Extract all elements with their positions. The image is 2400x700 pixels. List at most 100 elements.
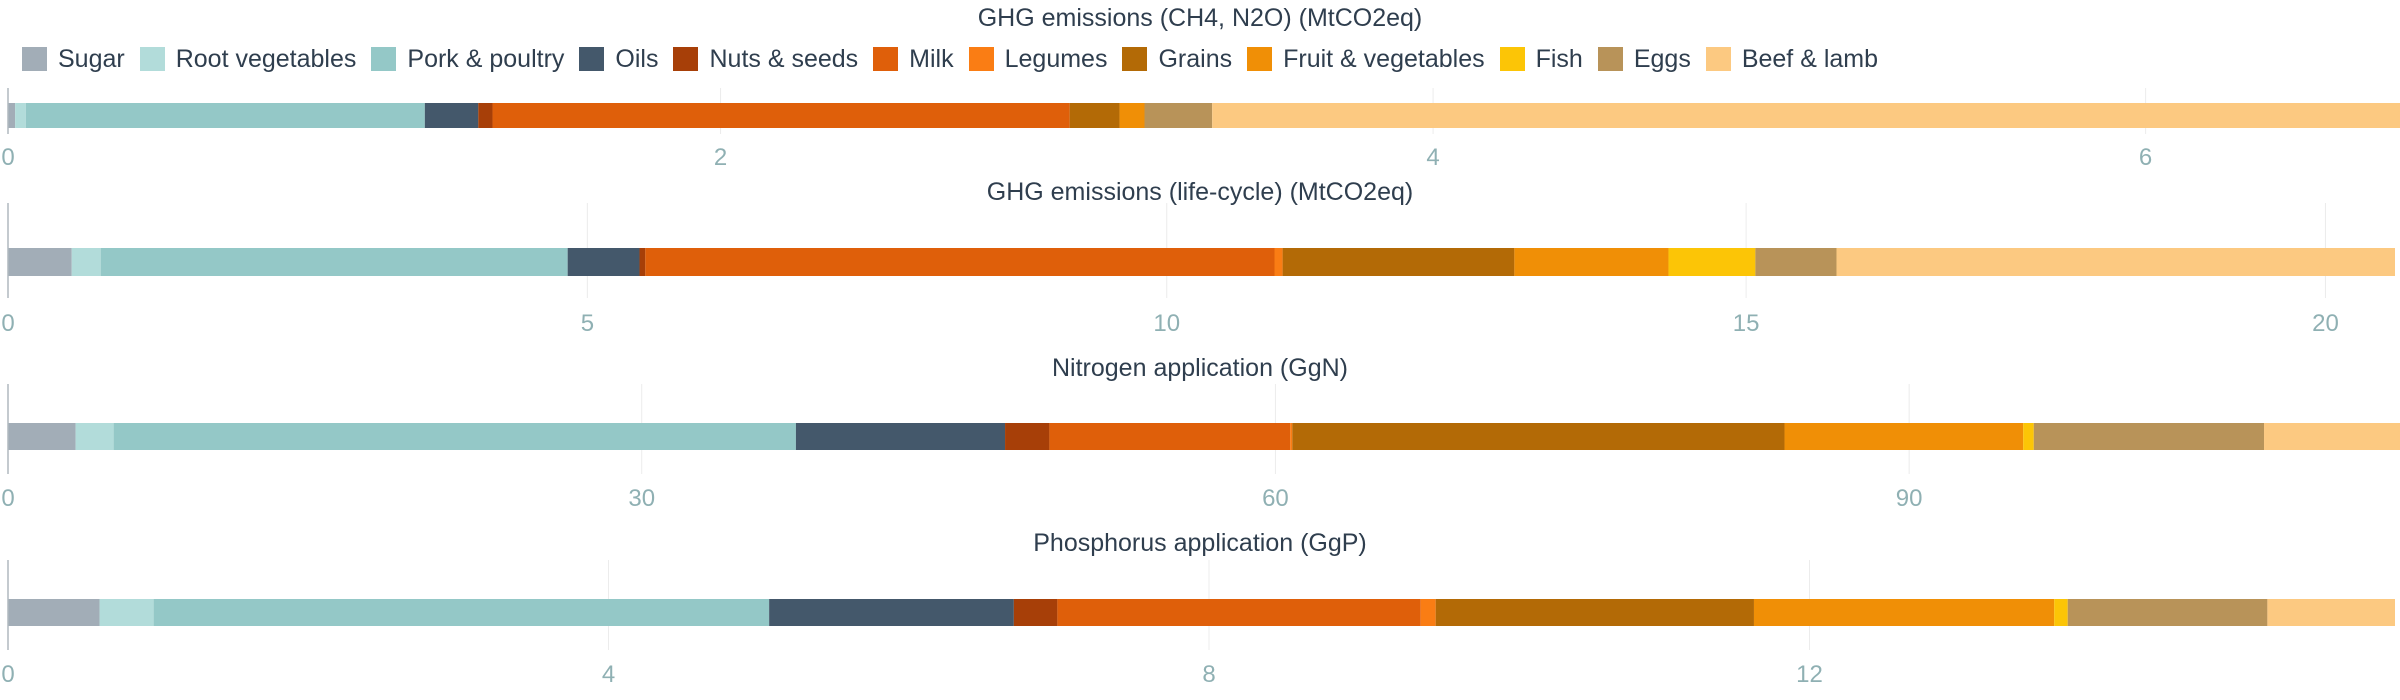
x-tick-label: 10	[1153, 310, 1180, 337]
legend-swatch	[1247, 47, 1273, 71]
bar-segment-legumes[interactable]	[1420, 599, 1436, 626]
legend-item[interactable]: Sugar	[22, 45, 125, 74]
legend-item[interactable]: Fish	[1499, 44, 1583, 74]
legend-swatch	[1597, 47, 1623, 71]
bar-segment-milk[interactable]	[645, 248, 1275, 276]
bar-segment-beef-lamb[interactable]	[1212, 103, 2400, 128]
legend-label: Fish	[1535, 44, 1583, 73]
x-tick-label: 0	[1, 144, 14, 171]
legend-label: Oils	[615, 44, 659, 73]
bar-segment-grains[interactable]	[1282, 248, 1515, 276]
bar-segment-fruit-vegetables[interactable]	[1514, 248, 1669, 276]
legend-item[interactable]: Eggs	[1597, 44, 1691, 74]
bar-segment-oils[interactable]	[567, 248, 640, 276]
legend-label: Nuts & seeds	[709, 44, 859, 73]
bar-segment-grains[interactable]	[1069, 103, 1120, 128]
legend-item[interactable]: Legumes	[968, 44, 1108, 74]
legend-label: Pork & poultry	[407, 44, 565, 73]
bar-segment-oils[interactable]	[769, 599, 1014, 626]
legend-swatch	[139, 47, 165, 71]
bar-segment-eggs[interactable]	[2067, 599, 2268, 626]
bar-segment-fish[interactable]	[1668, 248, 1756, 276]
chart-title: Nitrogen application (GgN)	[1052, 354, 1348, 382]
bar-segment-oils[interactable]	[424, 103, 479, 128]
bar-segment-fruit-vegetables[interactable]	[1753, 599, 2055, 626]
bar-segment-nuts-seeds[interactable]	[1005, 423, 1050, 450]
bar-segment-beef-lamb[interactable]	[2267, 599, 2395, 626]
x-tick-label: 8	[1202, 661, 1215, 688]
bar-segment-grains[interactable]	[1435, 599, 1754, 626]
bar-segment-root-vegetables[interactable]	[15, 103, 26, 128]
legend-item[interactable]: Pork & poultry	[371, 45, 564, 74]
legend-item[interactable]: Root vegetables	[139, 44, 357, 74]
bar-segment-legumes[interactable]	[1290, 423, 1293, 450]
x-tick-label: 2	[714, 144, 727, 171]
legend-swatch	[579, 47, 605, 71]
bar-segment-fruit-vegetables[interactable]	[1784, 423, 2024, 450]
legend-swatch	[1705, 47, 1731, 71]
x-tick-label: 60	[1262, 485, 1289, 512]
bar-segment-nuts-seeds[interactable]	[478, 103, 493, 128]
legend-label: Milk	[909, 44, 954, 73]
bar-segment-nuts-seeds[interactable]	[639, 248, 646, 276]
bar-segment-beef-lamb[interactable]	[1836, 248, 2395, 276]
bar-segment-pork-poultry[interactable]	[25, 103, 425, 128]
legend-item[interactable]: Beef & lamb	[1705, 44, 1879, 74]
bar-segment-milk[interactable]	[1057, 599, 1421, 626]
x-tick-label: 30	[628, 485, 655, 512]
chart-title: Phosphorus application (GgP)	[1033, 529, 1367, 557]
bar-segment-milk[interactable]	[492, 103, 1070, 128]
legend-swatch	[968, 47, 994, 71]
bar-segment-fish[interactable]	[2054, 599, 2068, 626]
legend-label: Root vegetables	[175, 44, 357, 73]
chart-title: GHG emissions (life-cycle) (MtCO2eq)	[987, 178, 1413, 206]
x-tick-label: 12	[1796, 661, 1823, 688]
legend-swatch	[371, 47, 397, 71]
legend-label: Beef & lamb	[1741, 44, 1879, 73]
bar-segment-sugar[interactable]	[8, 103, 16, 128]
bar-segment-sugar[interactable]	[8, 599, 100, 626]
legend-swatch	[1122, 47, 1148, 71]
legend-item[interactable]: Grains	[1122, 45, 1232, 74]
legend-item[interactable]: Nuts & seeds	[673, 45, 858, 74]
bar-segment-nuts-seeds[interactable]	[1013, 599, 1058, 626]
bar-segment-legumes[interactable]	[1274, 248, 1283, 276]
x-tick-label: 5	[581, 310, 594, 337]
bar-segment-pork-poultry[interactable]	[100, 248, 568, 276]
bar-segment-eggs[interactable]	[2033, 423, 2265, 450]
legend-label: Sugar	[58, 44, 125, 73]
x-tick-label: 90	[1896, 485, 1923, 512]
legend-swatch	[873, 47, 899, 71]
legend-label: Fruit & vegetables	[1283, 44, 1485, 73]
legend-swatch	[1499, 47, 1525, 71]
bar-segment-eggs[interactable]	[1755, 248, 1837, 276]
legend-item[interactable]: Milk	[873, 44, 954, 74]
bar-segment-root-vegetables[interactable]	[75, 423, 114, 450]
bar-segment-beef-lamb[interactable]	[2264, 423, 2400, 450]
bar-segment-root-vegetables[interactable]	[71, 248, 101, 276]
legend-item[interactable]: Oils	[579, 45, 658, 74]
bar-segment-sugar[interactable]	[8, 248, 72, 276]
bar-segment-grains[interactable]	[1292, 423, 1785, 450]
x-tick-label: 0	[1, 485, 14, 512]
x-tick-label: 0	[1, 310, 14, 337]
bar-segment-fish[interactable]	[2023, 423, 2034, 450]
bar-segment-eggs[interactable]	[1144, 103, 1213, 128]
bar-segment-pork-poultry[interactable]	[113, 423, 796, 450]
chart-title: GHG emissions (CH4, N2O) (MtCO2eq)	[978, 4, 1423, 32]
legend-item[interactable]: Fruit & vegetables	[1247, 45, 1485, 74]
bar-segment-sugar[interactable]	[8, 423, 76, 450]
x-tick-label: 15	[1733, 310, 1760, 337]
chart-legend: Sugar Root vegetables Pork & poultry Oils Nu…	[22, 44, 1893, 74]
bar-segment-pork-poultry[interactable]	[153, 599, 770, 626]
bar-segment-oils[interactable]	[795, 423, 1006, 450]
x-tick-label: 4	[602, 661, 615, 688]
legend-label: Legumes	[1004, 44, 1108, 73]
bar-segment-milk[interactable]	[1049, 423, 1291, 450]
bar-segment-root-vegetables[interactable]	[99, 599, 154, 626]
bar-segment-fruit-vegetables[interactable]	[1119, 103, 1145, 128]
x-tick-label: 0	[1, 661, 14, 688]
legend-label: Eggs	[1633, 44, 1691, 73]
x-tick-label: 4	[1426, 144, 1439, 171]
